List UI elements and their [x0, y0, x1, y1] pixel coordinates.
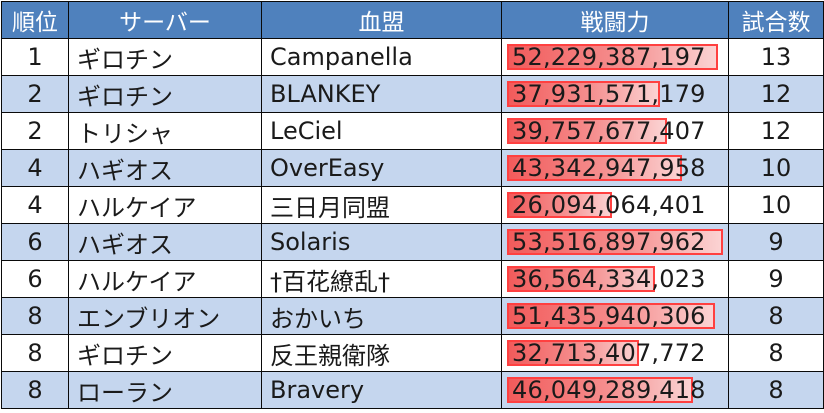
power-value: 37,931,571,179	[512, 80, 706, 108]
rank-cell: 2	[1, 75, 69, 113]
power-bar	[507, 266, 655, 292]
matches-cell: 8	[728, 334, 824, 372]
rank-cell: 6	[1, 223, 69, 261]
table-row: 2 ギロチン BLANKEY 37,931,571,179 12	[1, 75, 824, 113]
table-row: 6 ハギオス Solaris 53,516,897,962 9	[1, 223, 824, 261]
power-cell: 32,713,407,772	[501, 334, 729, 372]
server-cell: ハルケイア	[68, 186, 262, 224]
power-value: 32,713,407,772	[512, 339, 706, 367]
matches-cell: 9	[728, 223, 824, 261]
power-bar	[507, 155, 682, 181]
power-bar	[507, 229, 723, 255]
server-cell: トリシャ	[68, 112, 262, 150]
power-bar	[507, 377, 693, 403]
table-row: 6 ハルケイア †百花繚乱† 36,564,334,023 9	[1, 260, 824, 298]
header-matches: 試合数	[728, 1, 824, 39]
server-cell: ハギオス	[68, 223, 262, 261]
rank-cell: 4	[1, 149, 69, 187]
power-value: 51,435,940,306	[512, 302, 706, 330]
guild-cell: 三日月同盟	[261, 186, 502, 224]
server-cell: エンブリオン	[68, 297, 262, 335]
power-value: 46,049,289,418	[512, 376, 706, 404]
guild-cell: †百花繚乱†	[261, 260, 502, 298]
power-bar	[507, 192, 613, 218]
power-value: 53,516,897,962	[512, 228, 706, 256]
power-bar	[507, 44, 718, 70]
power-cell: 46,049,289,418	[501, 371, 729, 409]
guild-cell: Campanella	[261, 38, 502, 76]
rank-cell: 8	[1, 334, 69, 372]
power-cell: 43,342,947,958	[501, 149, 729, 187]
guild-cell: LeCiel	[261, 112, 502, 150]
power-value: 36,564,334,023	[512, 265, 706, 293]
power-bar	[507, 303, 715, 329]
header-server: サーバー	[68, 1, 262, 39]
server-cell: ハルケイア	[68, 260, 262, 298]
table-row: 1 ギロチン Campanella 52,229,387,197 13	[1, 38, 824, 76]
table-row: 4 ハギオス OverEasy 43,342,947,958 10	[1, 149, 824, 187]
power-cell: 39,757,677,407	[501, 112, 729, 150]
power-cell: 26,094,064,401	[501, 186, 729, 224]
header-power: 戦闘力	[501, 1, 729, 39]
power-bar	[507, 118, 668, 144]
matches-cell: 10	[728, 186, 824, 224]
table-row: 4 ハルケイア 三日月同盟 26,094,064,401 10	[1, 186, 824, 224]
power-value: 52,229,387,197	[512, 43, 706, 71]
server-cell: ギロチン	[68, 334, 262, 372]
power-value: 39,757,677,407	[512, 117, 706, 145]
header-guild: 血盟	[261, 1, 502, 39]
rank-cell: 1	[1, 38, 69, 76]
guild-cell: OverEasy	[261, 149, 502, 187]
server-cell: ハギオス	[68, 149, 262, 187]
server-cell: ローラン	[68, 371, 262, 409]
table-body: 1 ギロチン Campanella 52,229,387,197 13 2 ギロチン BLAN…	[1, 38, 824, 409]
server-cell: ギロチン	[68, 75, 262, 113]
guild-cell: おかいち	[261, 297, 502, 335]
matches-cell: 10	[728, 149, 824, 187]
power-value: 43,342,947,958	[512, 154, 706, 182]
header-row: 順位 サーバー 血盟 戦闘力 試合数	[1, 1, 824, 39]
guild-cell: BLANKEY	[261, 75, 502, 113]
guild-cell: Solaris	[261, 223, 502, 261]
matches-cell: 8	[728, 297, 824, 335]
rank-cell: 8	[1, 371, 69, 409]
header-rank: 順位	[1, 1, 69, 39]
power-cell: 36,564,334,023	[501, 260, 729, 298]
matches-cell: 12	[728, 75, 824, 113]
guild-cell: Bravery	[261, 371, 502, 409]
power-bar	[507, 340, 640, 366]
table-row: 8 ローラン Bravery 46,049,289,418 8	[1, 371, 824, 409]
power-cell: 51,435,940,306	[501, 297, 729, 335]
power-cell: 52,229,387,197	[501, 38, 729, 76]
table-row: 2 トリシャ LeCiel 39,757,677,407 12	[1, 112, 824, 150]
rank-cell: 4	[1, 186, 69, 224]
guild-cell: 反王親衛隊	[261, 334, 502, 372]
power-cell: 37,931,571,179	[501, 75, 729, 113]
matches-cell: 12	[728, 112, 824, 150]
power-cell: 53,516,897,962	[501, 223, 729, 261]
table-row: 8 ギロチン 反王親衛隊 32,713,407,772 8	[1, 334, 824, 372]
rank-cell: 2	[1, 112, 69, 150]
rank-cell: 6	[1, 260, 69, 298]
power-value: 26,094,064,401	[512, 191, 706, 219]
rank-cell: 8	[1, 297, 69, 335]
server-cell: ギロチン	[68, 38, 262, 76]
power-bar	[507, 81, 661, 107]
matches-cell: 9	[728, 260, 824, 298]
table-row: 8 エンブリオン おかいち 51,435,940,306 8	[1, 297, 824, 335]
matches-cell: 8	[728, 371, 824, 409]
matches-cell: 13	[728, 38, 824, 76]
